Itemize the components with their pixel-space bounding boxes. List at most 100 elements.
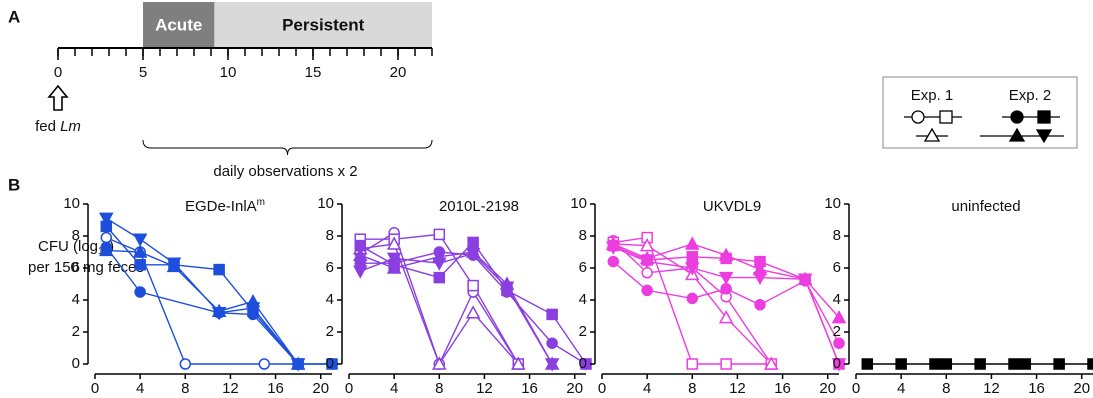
y-tick-label: 8 [833,227,841,244]
feeding-label: fed Lm [35,118,81,135]
x-tick-label: 16 [774,380,791,397]
data-point [511,356,526,370]
data-point [606,241,621,255]
data-point [861,358,874,370]
y-tick-label: 4 [72,291,80,308]
x-tick-label: 4 [643,380,651,397]
x-tick-label: 8 [181,380,189,397]
x-tick-label: 20 [566,380,583,397]
data-point [166,257,182,271]
data-point [797,273,813,287]
x-tick-label: 16 [267,380,284,397]
y-axis-label-main: CFU (log [38,238,98,255]
timeline-tick-label: 0 [54,64,62,81]
x-tick-label: 8 [435,380,443,397]
x-tick-label: 0 [345,380,353,397]
x-tick-label: 0 [91,380,99,397]
y-tick-label: 6 [579,259,587,276]
data-point [940,358,953,370]
x-tick-label: 0 [598,380,606,397]
phase-box [214,2,432,48]
y-tick-label: 10 [570,195,587,212]
x-tick-label: 20 [819,380,836,397]
x-tick-label: 4 [897,380,905,397]
x-tick-label: 12 [476,380,493,397]
data-point [499,281,515,295]
y-tick-label: 8 [72,227,80,244]
x-tick-label: 0 [852,380,860,397]
data-point [686,358,699,370]
data-point [639,238,655,252]
legend-label: Exp. 1 [911,87,954,104]
data-point [465,247,481,262]
data-point [134,286,146,298]
data-point [686,292,699,305]
y-tick-label: 2 [833,323,841,340]
data-point [132,233,148,247]
x-tick-label: 16 [521,380,538,397]
data-point [546,308,558,321]
y-tick-label: 2 [579,323,587,340]
chart-title-text: 2010L-2198 [439,198,519,215]
data-point [641,284,653,297]
data-point [258,358,271,370]
data-point [720,283,732,295]
data-point [895,358,907,370]
data-point [353,265,368,279]
y-tick-label: 8 [326,227,334,244]
y-tick-label: 0 [579,355,587,372]
phase-box [143,2,215,48]
observation-label: daily observations x 2 [213,163,357,180]
data-point [754,299,766,311]
y-tick-label: 4 [833,291,841,308]
feeding-label-italic: Lm [60,118,81,135]
x-tick-label: 12 [222,380,239,397]
data-point [1008,358,1020,370]
y-tick-label: 0 [72,355,80,372]
data-point [132,244,148,258]
chart-title-text: EGDe-InlA [185,198,257,215]
y-tick-label: 2 [326,323,334,340]
data-point [433,228,446,241]
feeding-label-text: fed [35,118,60,135]
data-point [465,305,481,319]
data-point [607,255,620,268]
x-tick-label: 12 [983,380,1000,397]
data-point [831,310,847,324]
data-point [929,358,941,370]
x-tick-label: 20 [312,380,329,397]
chart-title-text: UKVDL9 [703,198,761,215]
data-point [213,263,225,276]
chart-title-sup: m [257,197,265,208]
data-point [831,358,847,372]
feeding-arrow [47,84,69,111]
observation-bracket [142,139,433,156]
data-point [720,358,732,370]
data-point [1019,358,1032,370]
x-tick-label: 4 [136,380,144,397]
y-tick-label: 4 [579,291,587,308]
data-point [245,302,261,316]
data-point [386,252,402,266]
data-point [433,271,446,284]
chart: uninfected 0 2 4 6 8 10 0 4 8 12 16 20 [824,195,1093,397]
data-point [353,247,368,261]
data-point [100,231,113,244]
y-tick-label: 0 [833,355,841,372]
chart: 2010L-2198 0 2 4 6 8 10 0 4 8 12 16 20 [317,195,592,397]
data-point [752,271,768,286]
data-point [467,279,479,292]
data-point [641,267,653,279]
legend: Exp. 1 Exp. 2 [882,76,1078,149]
x-tick-label: 12 [729,380,746,397]
data-point [686,251,699,263]
x-tick-label: 4 [390,380,398,397]
data-point [974,358,986,370]
x-tick-label: 8 [942,380,950,397]
chart-title: UKVDL9 [703,198,761,215]
phase-label: Acute [155,15,202,34]
data-point [432,257,447,271]
legend-symbols [904,110,1064,144]
